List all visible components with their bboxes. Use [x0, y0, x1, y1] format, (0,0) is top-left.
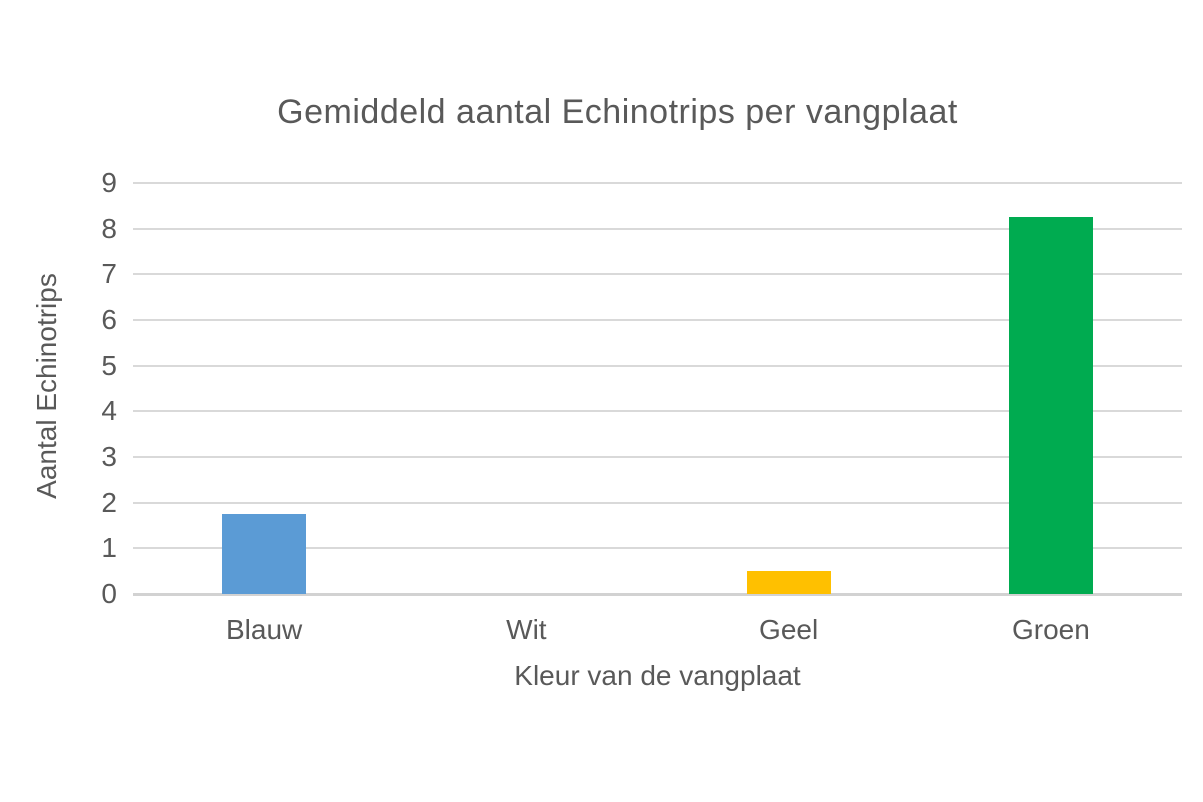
gridline	[133, 182, 1182, 184]
y-tick-label: 7	[101, 258, 117, 290]
y-tick-label: 9	[101, 167, 117, 198]
y-tick-label: 2	[101, 486, 117, 518]
gridline	[133, 273, 1182, 276]
y-tick-label: 8	[101, 212, 117, 244]
x-category-label-wit: Wit	[506, 614, 547, 645]
x-axis-title: Kleur van de vangplaat	[514, 660, 801, 691]
x-axis-line	[133, 593, 1182, 596]
gridline	[133, 364, 1182, 367]
plot-area	[133, 182, 1182, 596]
y-tick-label: 1	[101, 532, 117, 564]
chart-title: Gemiddeld aantal Echinotrips per vangpla…	[277, 93, 958, 131]
gridline	[133, 318, 1182, 321]
x-category-label-geel: Geel	[759, 614, 819, 645]
y-tick-label: 0	[101, 578, 117, 609]
x-category-label-blauw: Blauw	[225, 614, 303, 645]
x-category-label-groen: Groen	[1011, 614, 1090, 645]
x-axis-labels: Blauw Wit Geel Groen	[133, 614, 1182, 648]
bar-blauw	[222, 514, 307, 594]
y-tick-label: 3	[101, 440, 117, 472]
gridline	[133, 410, 1182, 413]
bar-geel	[746, 571, 831, 594]
gridline	[133, 455, 1182, 458]
gridline	[133, 501, 1182, 504]
y-tick-label: 4	[101, 395, 117, 427]
y-tick-label: 6	[101, 303, 117, 335]
gridline	[133, 227, 1182, 230]
bar-groen	[1008, 217, 1093, 594]
y-tick-label: 5	[101, 349, 117, 381]
y-axis-ticks: 0 1 2 3 4 5 6 7 8 9	[0, 167, 117, 609]
gridline	[133, 547, 1182, 550]
